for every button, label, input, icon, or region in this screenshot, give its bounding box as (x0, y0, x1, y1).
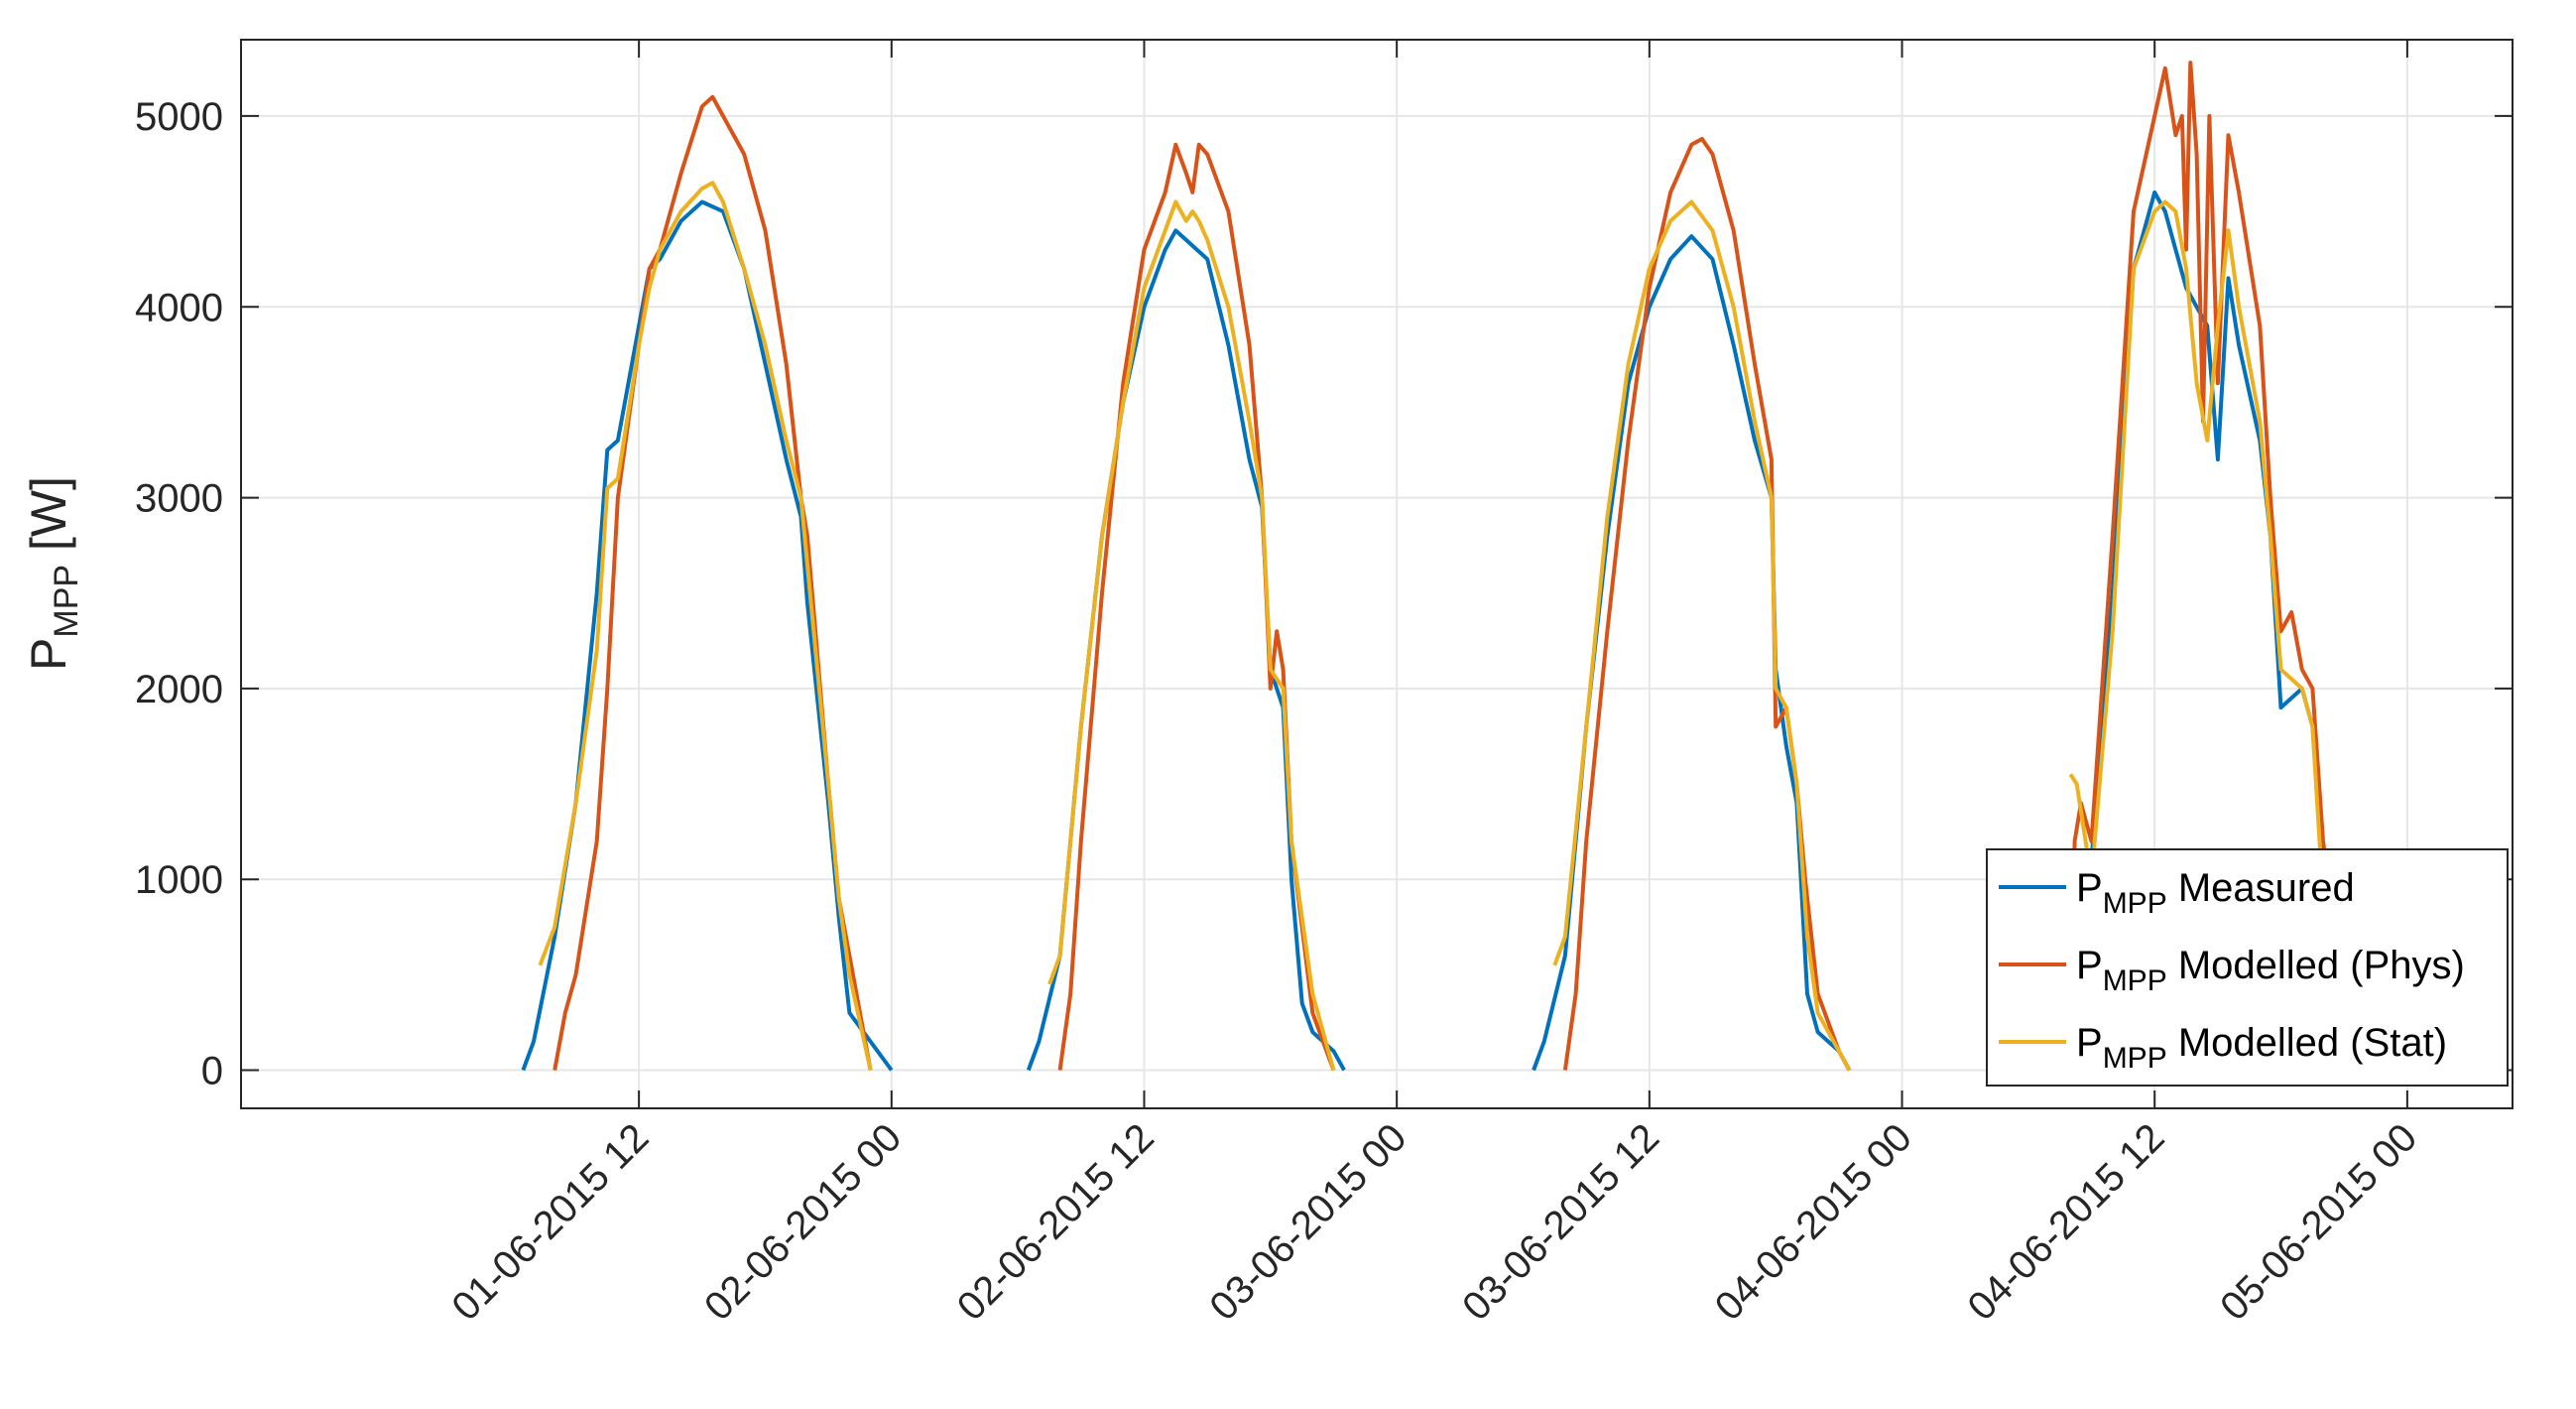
legend-label: Measured (2167, 866, 2355, 910)
series-line (1057, 142, 1336, 1072)
legend-entry: PMPP Modelled (Stat) (2076, 1021, 2447, 1075)
x-tick-label: 05-06-2015 00 (2212, 1115, 2425, 1329)
x-tick-label: 03-06-2015 12 (1454, 1115, 1667, 1329)
legend-label: Modelled (Phys) (2167, 944, 2465, 987)
y-axis-label-main: P (21, 638, 76, 671)
x-tick-label: 02-06-2015 00 (696, 1115, 910, 1329)
series-line (538, 181, 873, 1071)
legend-sub: MPP (2103, 887, 2167, 920)
series-line (2068, 61, 2368, 1072)
legend-sub: MPP (2103, 1042, 2167, 1075)
series-line (1552, 199, 1852, 1072)
grid (241, 40, 2513, 1108)
x-tick-label: 02-06-2015 12 (949, 1115, 1163, 1329)
series-layer (521, 61, 2368, 1072)
y-tick-label: 0 (201, 1050, 223, 1093)
y-tick-label: 3000 (135, 477, 223, 521)
y-tick-label: 5000 (135, 95, 223, 139)
y-axis-label-sub: MPP (48, 565, 85, 638)
series-line (2068, 199, 2368, 1072)
series-line (1047, 199, 1336, 1072)
legend-sub: MPP (2103, 964, 2167, 997)
legend-main: P (2076, 1021, 2103, 1065)
x-tick-label: 01-06-2015 12 (443, 1115, 657, 1329)
y-tick-label: 2000 (135, 668, 223, 711)
legend-entry: PMPP Modelled (Phys) (2076, 944, 2465, 997)
x-tick-label: 04-06-2015 00 (1707, 1115, 1920, 1329)
x-tick-label: 03-06-2015 00 (1201, 1115, 1414, 1329)
legend-main: P (2076, 944, 2103, 987)
legend-label: Modelled (Stat) (2167, 1021, 2447, 1065)
y-axis-label-unit: [W] (21, 476, 76, 565)
y-tick-label: 4000 (135, 286, 223, 329)
x-tick-label: 04-06-2015 12 (1959, 1115, 2172, 1329)
y-axis: 0 1000 2000 3000 4000 5000 (135, 95, 2513, 1093)
axes-box (240, 39, 2514, 1109)
legend-main: P (2076, 866, 2103, 910)
y-tick-label: 1000 (135, 858, 223, 902)
series-modelled-stat (538, 181, 2368, 1072)
legend-box (1986, 848, 2509, 1087)
y-axis-label: PMPP [W] (21, 476, 85, 671)
legend-entry: PMPP Measured (2076, 866, 2355, 920)
